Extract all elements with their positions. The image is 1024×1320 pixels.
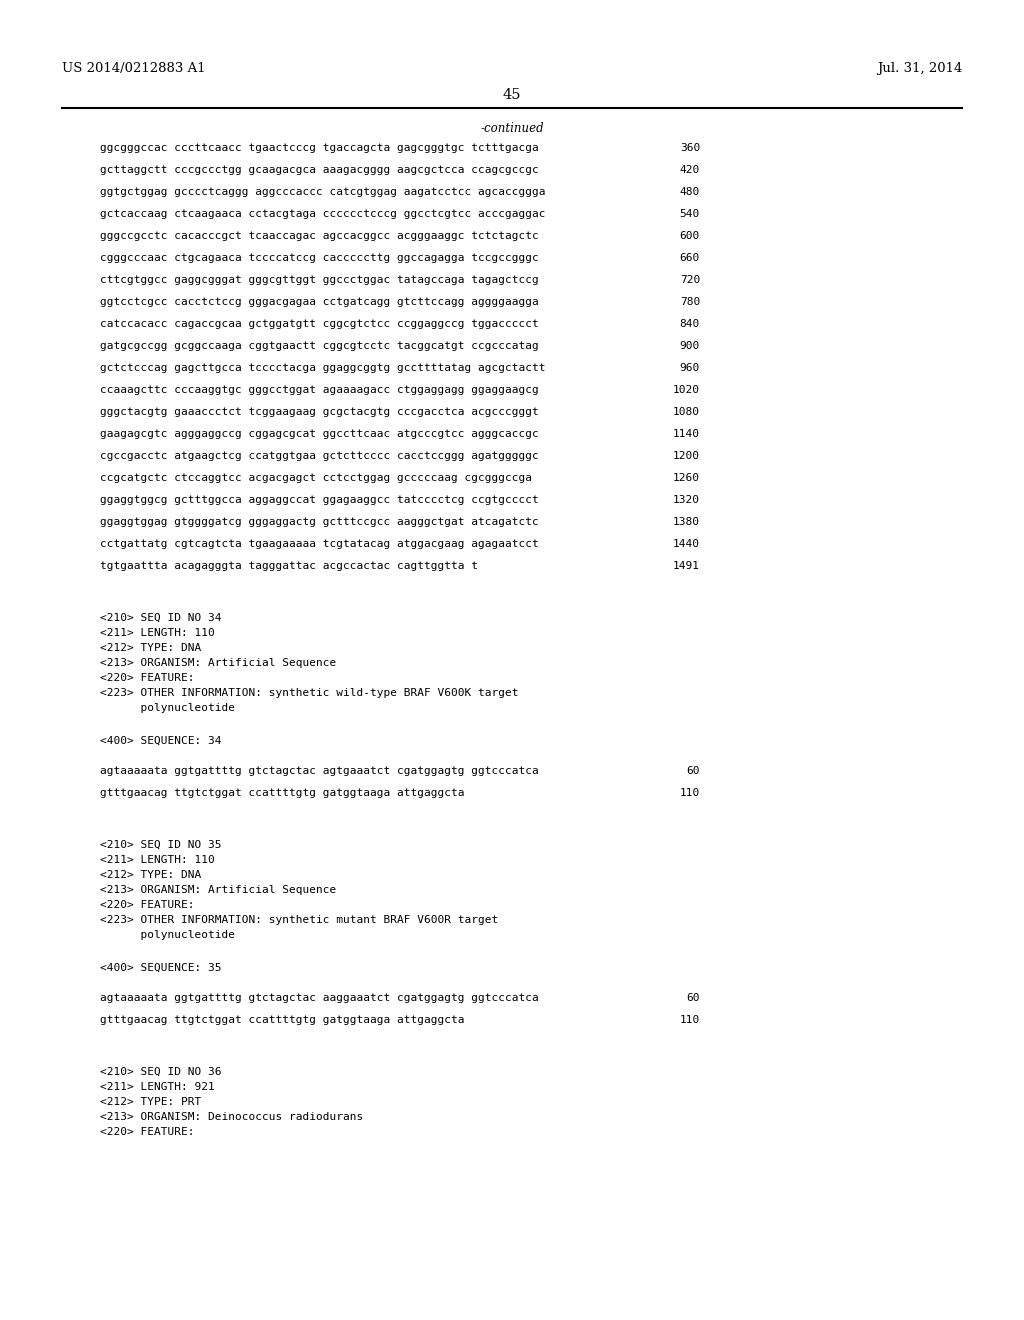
Text: 1080: 1080 bbox=[673, 407, 700, 417]
Text: 1380: 1380 bbox=[673, 517, 700, 527]
Text: -continued: -continued bbox=[480, 121, 544, 135]
Text: ggtcctcgcc cacctctccg gggacgagaa cctgatcagg gtcttccagg aggggaagga: ggtcctcgcc cacctctccg gggacgagaa cctgatc… bbox=[100, 297, 539, 308]
Text: 480: 480 bbox=[680, 187, 700, 197]
Text: ccgcatgctc ctccaggtcc acgacgagct cctcctggag gcccccaag cgcgggccga: ccgcatgctc ctccaggtcc acgacgagct cctcctg… bbox=[100, 473, 532, 483]
Text: gggctacgtg gaaaccctct tcggaagaag gcgctacgtg cccgacctca acgcccgggt: gggctacgtg gaaaccctct tcggaagaag gcgctac… bbox=[100, 407, 539, 417]
Text: 110: 110 bbox=[680, 1015, 700, 1026]
Text: <211> LENGTH: 110: <211> LENGTH: 110 bbox=[100, 855, 215, 865]
Text: <210> SEQ ID NO 35: <210> SEQ ID NO 35 bbox=[100, 840, 221, 850]
Text: 1260: 1260 bbox=[673, 473, 700, 483]
Text: gaagagcgtc agggaggccg cggagcgcat ggccttcaac atgcccgtcc agggcaccgc: gaagagcgtc agggaggccg cggagcgcat ggccttc… bbox=[100, 429, 539, 440]
Text: cttcgtggcc gaggcgggat gggcgttggt ggccctggac tatagccaga tagagctccg: cttcgtggcc gaggcgggat gggcgttggt ggccctg… bbox=[100, 275, 539, 285]
Text: 840: 840 bbox=[680, 319, 700, 329]
Text: cgggcccaac ctgcagaaca tccccatccg cacccccttg ggccagagga tccgccgggc: cgggcccaac ctgcagaaca tccccatccg caccccc… bbox=[100, 253, 539, 263]
Text: 110: 110 bbox=[680, 788, 700, 799]
Text: ggtgctggag gcccctcaggg aggcccaccc catcgtggag aagatcctcc agcaccggga: ggtgctggag gcccctcaggg aggcccaccc catcgt… bbox=[100, 187, 546, 197]
Text: <220> FEATURE:: <220> FEATURE: bbox=[100, 673, 195, 682]
Text: gggccgcctc cacacccgct tcaaccagac agccacggcc acgggaaggc tctctagctc: gggccgcctc cacacccgct tcaaccagac agccacg… bbox=[100, 231, 539, 242]
Text: ggcgggccac cccttcaacc tgaactcccg tgaccagcta gagcgggtgc tctttgacga: ggcgggccac cccttcaacc tgaactcccg tgaccag… bbox=[100, 143, 539, 153]
Text: 660: 660 bbox=[680, 253, 700, 263]
Text: Jul. 31, 2014: Jul. 31, 2014 bbox=[877, 62, 962, 75]
Text: <400> SEQUENCE: 34: <400> SEQUENCE: 34 bbox=[100, 737, 221, 746]
Text: 1020: 1020 bbox=[673, 385, 700, 395]
Text: gatgcgccgg gcggccaaga cggtgaactt cggcgtcctc tacggcatgt ccgcccatag: gatgcgccgg gcggccaaga cggtgaactt cggcgtc… bbox=[100, 341, 539, 351]
Text: 360: 360 bbox=[680, 143, 700, 153]
Text: 780: 780 bbox=[680, 297, 700, 308]
Text: US 2014/0212883 A1: US 2014/0212883 A1 bbox=[62, 62, 206, 75]
Text: <211> LENGTH: 921: <211> LENGTH: 921 bbox=[100, 1082, 215, 1092]
Text: <213> ORGANISM: Artificial Sequence: <213> ORGANISM: Artificial Sequence bbox=[100, 657, 336, 668]
Text: 1440: 1440 bbox=[673, 539, 700, 549]
Text: 960: 960 bbox=[680, 363, 700, 374]
Text: gtttgaacag ttgtctggat ccattttgtg gatggtaaga attgaggcta: gtttgaacag ttgtctggat ccattttgtg gatggta… bbox=[100, 1015, 465, 1026]
Text: gtttgaacag ttgtctggat ccattttgtg gatggtaaga attgaggcta: gtttgaacag ttgtctggat ccattttgtg gatggta… bbox=[100, 788, 465, 799]
Text: <213> ORGANISM: Artificial Sequence: <213> ORGANISM: Artificial Sequence bbox=[100, 884, 336, 895]
Text: polynucleotide: polynucleotide bbox=[100, 931, 234, 940]
Text: <223> OTHER INFORMATION: synthetic wild-type BRAF V600K target: <223> OTHER INFORMATION: synthetic wild-… bbox=[100, 688, 518, 698]
Text: <212> TYPE: PRT: <212> TYPE: PRT bbox=[100, 1097, 202, 1107]
Text: 420: 420 bbox=[680, 165, 700, 176]
Text: <211> LENGTH: 110: <211> LENGTH: 110 bbox=[100, 628, 215, 638]
Text: cctgattatg cgtcagtcta tgaagaaaaa tcgtatacag atggacgaag agagaatcct: cctgattatg cgtcagtcta tgaagaaaaa tcgtata… bbox=[100, 539, 539, 549]
Text: 540: 540 bbox=[680, 209, 700, 219]
Text: 1200: 1200 bbox=[673, 451, 700, 461]
Text: <212> TYPE: DNA: <212> TYPE: DNA bbox=[100, 643, 202, 653]
Text: 60: 60 bbox=[686, 766, 700, 776]
Text: 1140: 1140 bbox=[673, 429, 700, 440]
Text: 720: 720 bbox=[680, 275, 700, 285]
Text: 600: 600 bbox=[680, 231, 700, 242]
Text: <223> OTHER INFORMATION: synthetic mutant BRAF V600R target: <223> OTHER INFORMATION: synthetic mutan… bbox=[100, 915, 499, 925]
Text: agtaaaaata ggtgattttg gtctagctac agtgaaatct cgatggagtg ggtcccatca: agtaaaaata ggtgattttg gtctagctac agtgaaa… bbox=[100, 766, 539, 776]
Text: ggaggtggcg gctttggcca aggaggccat ggagaaggcc tatcccctcg ccgtgcccct: ggaggtggcg gctttggcca aggaggccat ggagaag… bbox=[100, 495, 539, 506]
Text: 900: 900 bbox=[680, 341, 700, 351]
Text: gctcaccaag ctcaagaaca cctacgtaga cccccctcccg ggcctcgtcc acccgaggac: gctcaccaag ctcaagaaca cctacgtaga cccccct… bbox=[100, 209, 546, 219]
Text: ggaggtggag gtggggatcg gggaggactg gctttccgcc aagggctgat atcagatctc: ggaggtggag gtggggatcg gggaggactg gctttcc… bbox=[100, 517, 539, 527]
Text: 60: 60 bbox=[686, 993, 700, 1003]
Text: gcttaggctt cccgccctgg gcaagacgca aaagacgggg aagcgctcca ccagcgccgc: gcttaggctt cccgccctgg gcaagacgca aaagacg… bbox=[100, 165, 539, 176]
Text: ccaaagcttc cccaaggtgc gggcctggat agaaaagacc ctggaggagg ggaggaagcg: ccaaagcttc cccaaggtgc gggcctggat agaaaag… bbox=[100, 385, 539, 395]
Text: agtaaaaata ggtgattttg gtctagctac aaggaaatct cgatggagtg ggtcccatca: agtaaaaata ggtgattttg gtctagctac aaggaaa… bbox=[100, 993, 539, 1003]
Text: <210> SEQ ID NO 36: <210> SEQ ID NO 36 bbox=[100, 1067, 221, 1077]
Text: polynucleotide: polynucleotide bbox=[100, 704, 234, 713]
Text: 1491: 1491 bbox=[673, 561, 700, 572]
Text: <213> ORGANISM: Deinococcus radiodurans: <213> ORGANISM: Deinococcus radiodurans bbox=[100, 1111, 364, 1122]
Text: 1320: 1320 bbox=[673, 495, 700, 506]
Text: <212> TYPE: DNA: <212> TYPE: DNA bbox=[100, 870, 202, 880]
Text: gctctcccag gagcttgcca tcccctacga ggaggcggtg gccttttatag agcgctactt: gctctcccag gagcttgcca tcccctacga ggaggcg… bbox=[100, 363, 546, 374]
Text: 45: 45 bbox=[503, 88, 521, 102]
Text: <210> SEQ ID NO 34: <210> SEQ ID NO 34 bbox=[100, 612, 221, 623]
Text: <220> FEATURE:: <220> FEATURE: bbox=[100, 900, 195, 909]
Text: <220> FEATURE:: <220> FEATURE: bbox=[100, 1127, 195, 1137]
Text: cgccgacctc atgaagctcg ccatggtgaa gctcttcccc cacctccggg agatgggggc: cgccgacctc atgaagctcg ccatggtgaa gctcttc… bbox=[100, 451, 539, 461]
Text: <400> SEQUENCE: 35: <400> SEQUENCE: 35 bbox=[100, 964, 221, 973]
Text: tgtgaattta acagagggta tagggattac acgccactac cagttggtta t: tgtgaattta acagagggta tagggattac acgccac… bbox=[100, 561, 478, 572]
Text: catccacacc cagaccgcaa gctggatgtt cggcgtctcc ccggaggccg tggaccccct: catccacacc cagaccgcaa gctggatgtt cggcgtc… bbox=[100, 319, 539, 329]
